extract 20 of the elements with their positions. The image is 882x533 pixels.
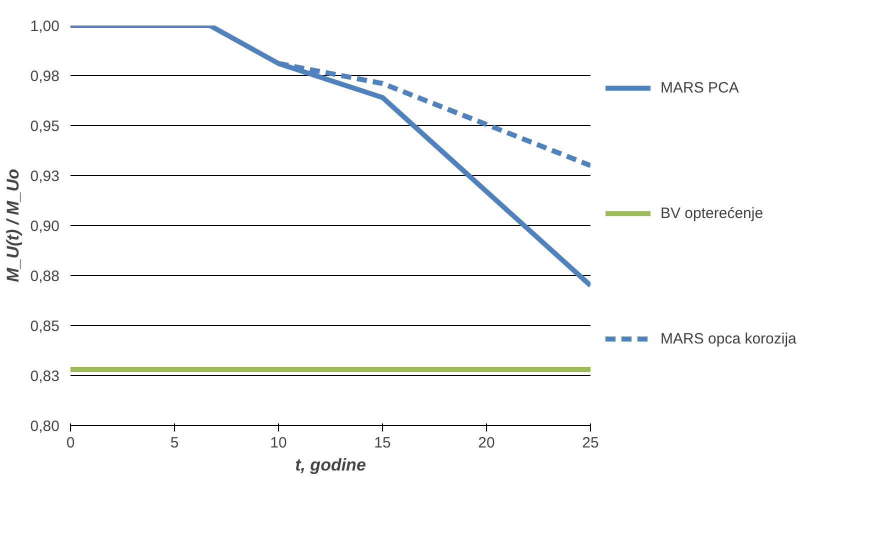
legend-label: MARS opca korozija (660, 330, 798, 348)
y-tick-label: 0,83 (30, 368, 60, 385)
y-axis-title: M_U(t) / M_Uo (3, 168, 22, 282)
y-tick-label: 0,98 (30, 68, 60, 85)
y-tick-label: 1,00 (30, 18, 60, 35)
y-tick-label: 0,88 (30, 268, 60, 285)
x-tick-label: 10 (270, 434, 287, 452)
y-tick-label: 0,80 (30, 418, 60, 435)
x-tick-label: 20 (478, 434, 495, 452)
y-tick-label: 0,93 (30, 168, 60, 185)
x-tick-label: 0 (66, 434, 75, 452)
y-tick-label: 0,85 (30, 318, 60, 335)
x-tick-label: 5 (170, 434, 179, 452)
y-tick-label: 0,95 (30, 118, 60, 135)
x-axis-title: t, godine (295, 456, 366, 474)
y-tick-label: 0,90 (30, 218, 60, 235)
legend-label: MARS PCA (660, 80, 739, 97)
legend-label: BV opterećenje (660, 205, 764, 222)
x-tick-label: 15 (374, 434, 391, 452)
x-tick-label: 25 (582, 434, 599, 452)
